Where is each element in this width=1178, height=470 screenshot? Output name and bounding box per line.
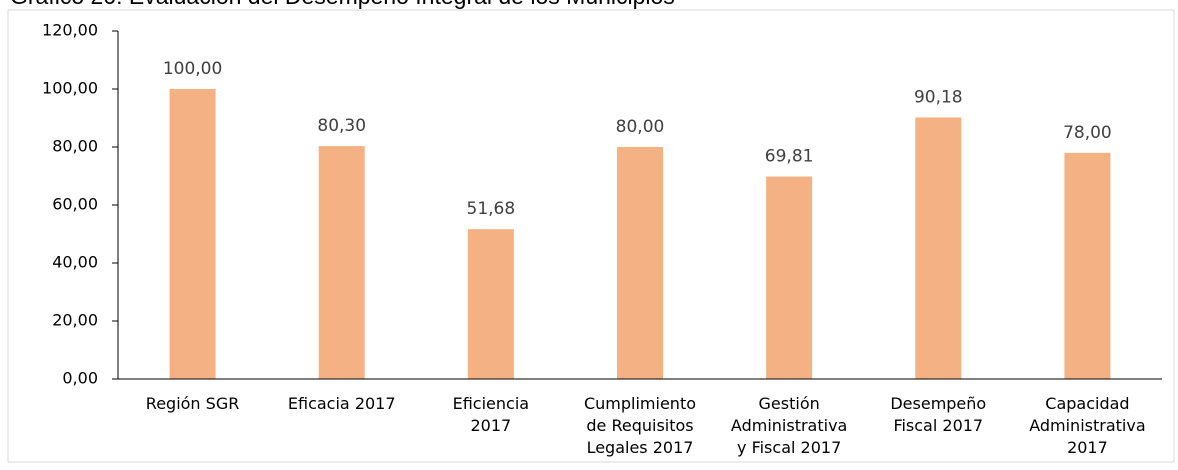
data-label: 69,81 bbox=[765, 147, 814, 167]
x-tick-label: Región SGR bbox=[146, 394, 240, 413]
bar bbox=[617, 147, 663, 379]
data-label: 78,00 bbox=[1063, 123, 1112, 143]
data-label: 51,68 bbox=[467, 199, 516, 219]
y-tick-label: 100,00 bbox=[42, 79, 98, 98]
data-label: 80,30 bbox=[317, 116, 366, 136]
bar bbox=[766, 176, 813, 379]
y-tick-label: 0,00 bbox=[62, 369, 98, 388]
y-tick-label: 120,00 bbox=[42, 21, 98, 40]
x-tick-label: Eficiencia 2017 bbox=[453, 394, 529, 435]
bar bbox=[318, 146, 365, 379]
x-tick-label: Gestión Administrativa y Fiscal 2017 bbox=[731, 394, 847, 457]
x-tick-label: Desempeño Fiscal 2017 bbox=[890, 394, 986, 435]
data-label: 90,18 bbox=[914, 87, 963, 107]
x-tick-label: Cumplimiento de Requisitos Legales 2017 bbox=[584, 394, 696, 457]
y-tick-label: 40,00 bbox=[52, 253, 98, 272]
bar bbox=[1064, 152, 1111, 379]
x-tick-label: Eficacia 2017 bbox=[288, 394, 396, 413]
x-tick-label: Capacidad Administrativa 2017 bbox=[1029, 394, 1145, 457]
bar bbox=[915, 117, 962, 379]
chart-title: Gráfico 20: Evaluación del Desempeño Int… bbox=[10, 0, 675, 9]
data-label: 100,00 bbox=[163, 59, 222, 79]
y-tick-label: 60,00 bbox=[52, 195, 98, 214]
y-tick-label: 80,00 bbox=[52, 137, 98, 156]
bar bbox=[467, 229, 514, 379]
y-tick-label: 20,00 bbox=[52, 311, 98, 330]
bar bbox=[169, 89, 216, 379]
data-label: 80,00 bbox=[616, 117, 665, 137]
